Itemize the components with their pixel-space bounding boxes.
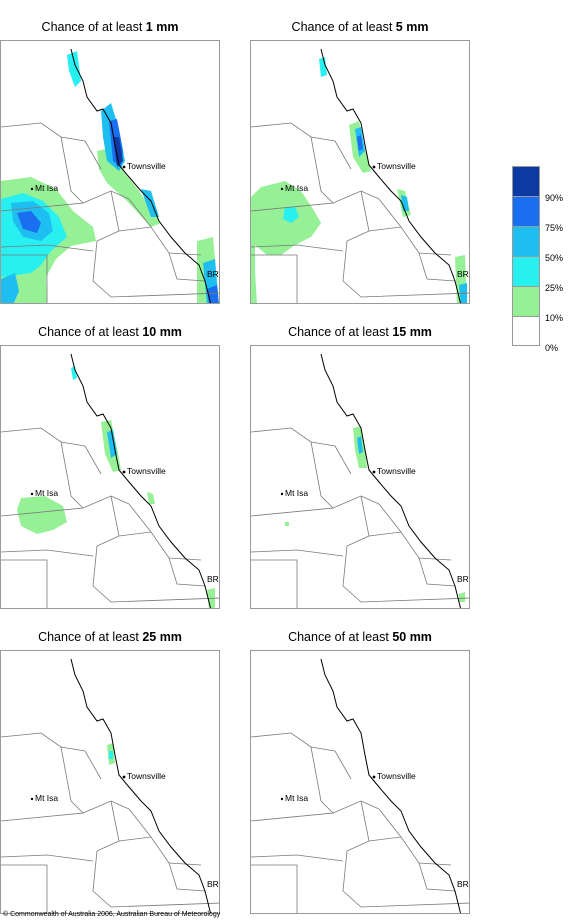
panel-title: Chance of at least 1 mm bbox=[41, 20, 179, 34]
rainfall-map: Townsville Mt Isa BRIS bbox=[250, 650, 470, 914]
brisbane-label: BRIS bbox=[207, 269, 220, 279]
townsville-label: Townsville bbox=[377, 466, 416, 476]
mt-isa-marker bbox=[30, 797, 34, 801]
rainfall-map: Townsville Mt Isa BRIS bbox=[250, 345, 470, 609]
coastline bbox=[320, 353, 462, 608]
mt-isa-marker bbox=[280, 492, 284, 496]
mt-isa-label: Mt Isa bbox=[285, 183, 308, 193]
mt-isa-label: Mt Isa bbox=[35, 183, 58, 193]
townsville-marker bbox=[122, 470, 126, 474]
townsville-marker bbox=[372, 775, 376, 779]
townsville-label: Townsville bbox=[377, 161, 416, 171]
brisbane-label: BRIS bbox=[207, 879, 220, 889]
legend-tick-50: 50% bbox=[545, 253, 564, 263]
legend-swatch-90 bbox=[512, 166, 540, 196]
boundaries bbox=[1, 732, 219, 913]
townsville-label: Townsville bbox=[127, 771, 166, 781]
townsville-label: Townsville bbox=[377, 771, 416, 781]
legend-tick-90: 90% bbox=[545, 193, 564, 203]
legend-tick-25: 25% bbox=[545, 283, 564, 293]
boundaries bbox=[251, 732, 469, 913]
mt-isa-label: Mt Isa bbox=[285, 793, 308, 803]
boundaries bbox=[1, 427, 219, 608]
boundaries bbox=[251, 122, 469, 303]
legend-tick-75: 75% bbox=[545, 223, 564, 233]
probability-shading bbox=[1, 51, 219, 303]
townsville-marker bbox=[122, 165, 126, 169]
panel-title: Chance of at least 5 mm bbox=[291, 20, 429, 34]
coastline bbox=[70, 353, 212, 608]
panel-title: Chance of at least 15 mm bbox=[288, 325, 432, 339]
townsville-label: Townsville bbox=[127, 161, 166, 171]
brisbane-label: BRIS bbox=[457, 879, 470, 889]
rainfall-map: Townsville Mt Isa BRIS bbox=[250, 40, 470, 304]
townsville-marker bbox=[122, 775, 126, 779]
brisbane-label: BRIS bbox=[207, 574, 220, 584]
mt-isa-marker bbox=[280, 187, 284, 191]
legend-swatch-50 bbox=[512, 226, 540, 256]
townsville-label: Townsville bbox=[127, 466, 166, 476]
townsville-marker bbox=[372, 470, 376, 474]
rainfall-map: Townsville Mt Isa BRIS bbox=[0, 650, 220, 914]
legend-swatch-10 bbox=[512, 286, 540, 316]
probability-shading bbox=[251, 57, 467, 303]
mt-isa-label: Mt Isa bbox=[35, 488, 58, 498]
brisbane-label: BRIS bbox=[457, 269, 470, 279]
coastline bbox=[320, 658, 462, 913]
coastline bbox=[70, 658, 212, 913]
mt-isa-marker bbox=[30, 187, 34, 191]
coastline bbox=[70, 48, 212, 303]
coastline bbox=[320, 48, 462, 303]
rainfall-map: Townsville Mt Isa BRIS bbox=[0, 345, 220, 609]
legend-colorbar bbox=[512, 166, 540, 346]
panel-title: Chance of at least 50 mm bbox=[288, 630, 432, 644]
probability-shading bbox=[17, 366, 215, 608]
legend-swatch-0 bbox=[512, 316, 540, 346]
probability-shading bbox=[107, 743, 115, 765]
townsville-marker bbox=[372, 165, 376, 169]
panel-title: Chance of at least 10 mm bbox=[38, 325, 182, 339]
mt-isa-label: Mt Isa bbox=[285, 488, 308, 498]
legend-tick-0: 0% bbox=[545, 343, 559, 353]
panel-title: Chance of at least 25 mm bbox=[38, 630, 182, 644]
mt-isa-marker bbox=[30, 492, 34, 496]
boundaries bbox=[1, 122, 219, 303]
brisbane-label: BRIS bbox=[457, 574, 470, 584]
rainfall-map: Townsville Mt Isa BRIS bbox=[0, 40, 220, 304]
legend-swatch-25 bbox=[512, 256, 540, 286]
boundaries bbox=[251, 427, 469, 608]
mt-isa-marker bbox=[280, 797, 284, 801]
copyright-footer: © Commonwealth of Australia 2006, Austra… bbox=[3, 911, 221, 918]
probability-shading bbox=[285, 426, 465, 602]
mt-isa-label: Mt Isa bbox=[35, 793, 58, 803]
legend-swatch-75 bbox=[512, 196, 540, 226]
legend-tick-10: 10% bbox=[545, 313, 564, 323]
